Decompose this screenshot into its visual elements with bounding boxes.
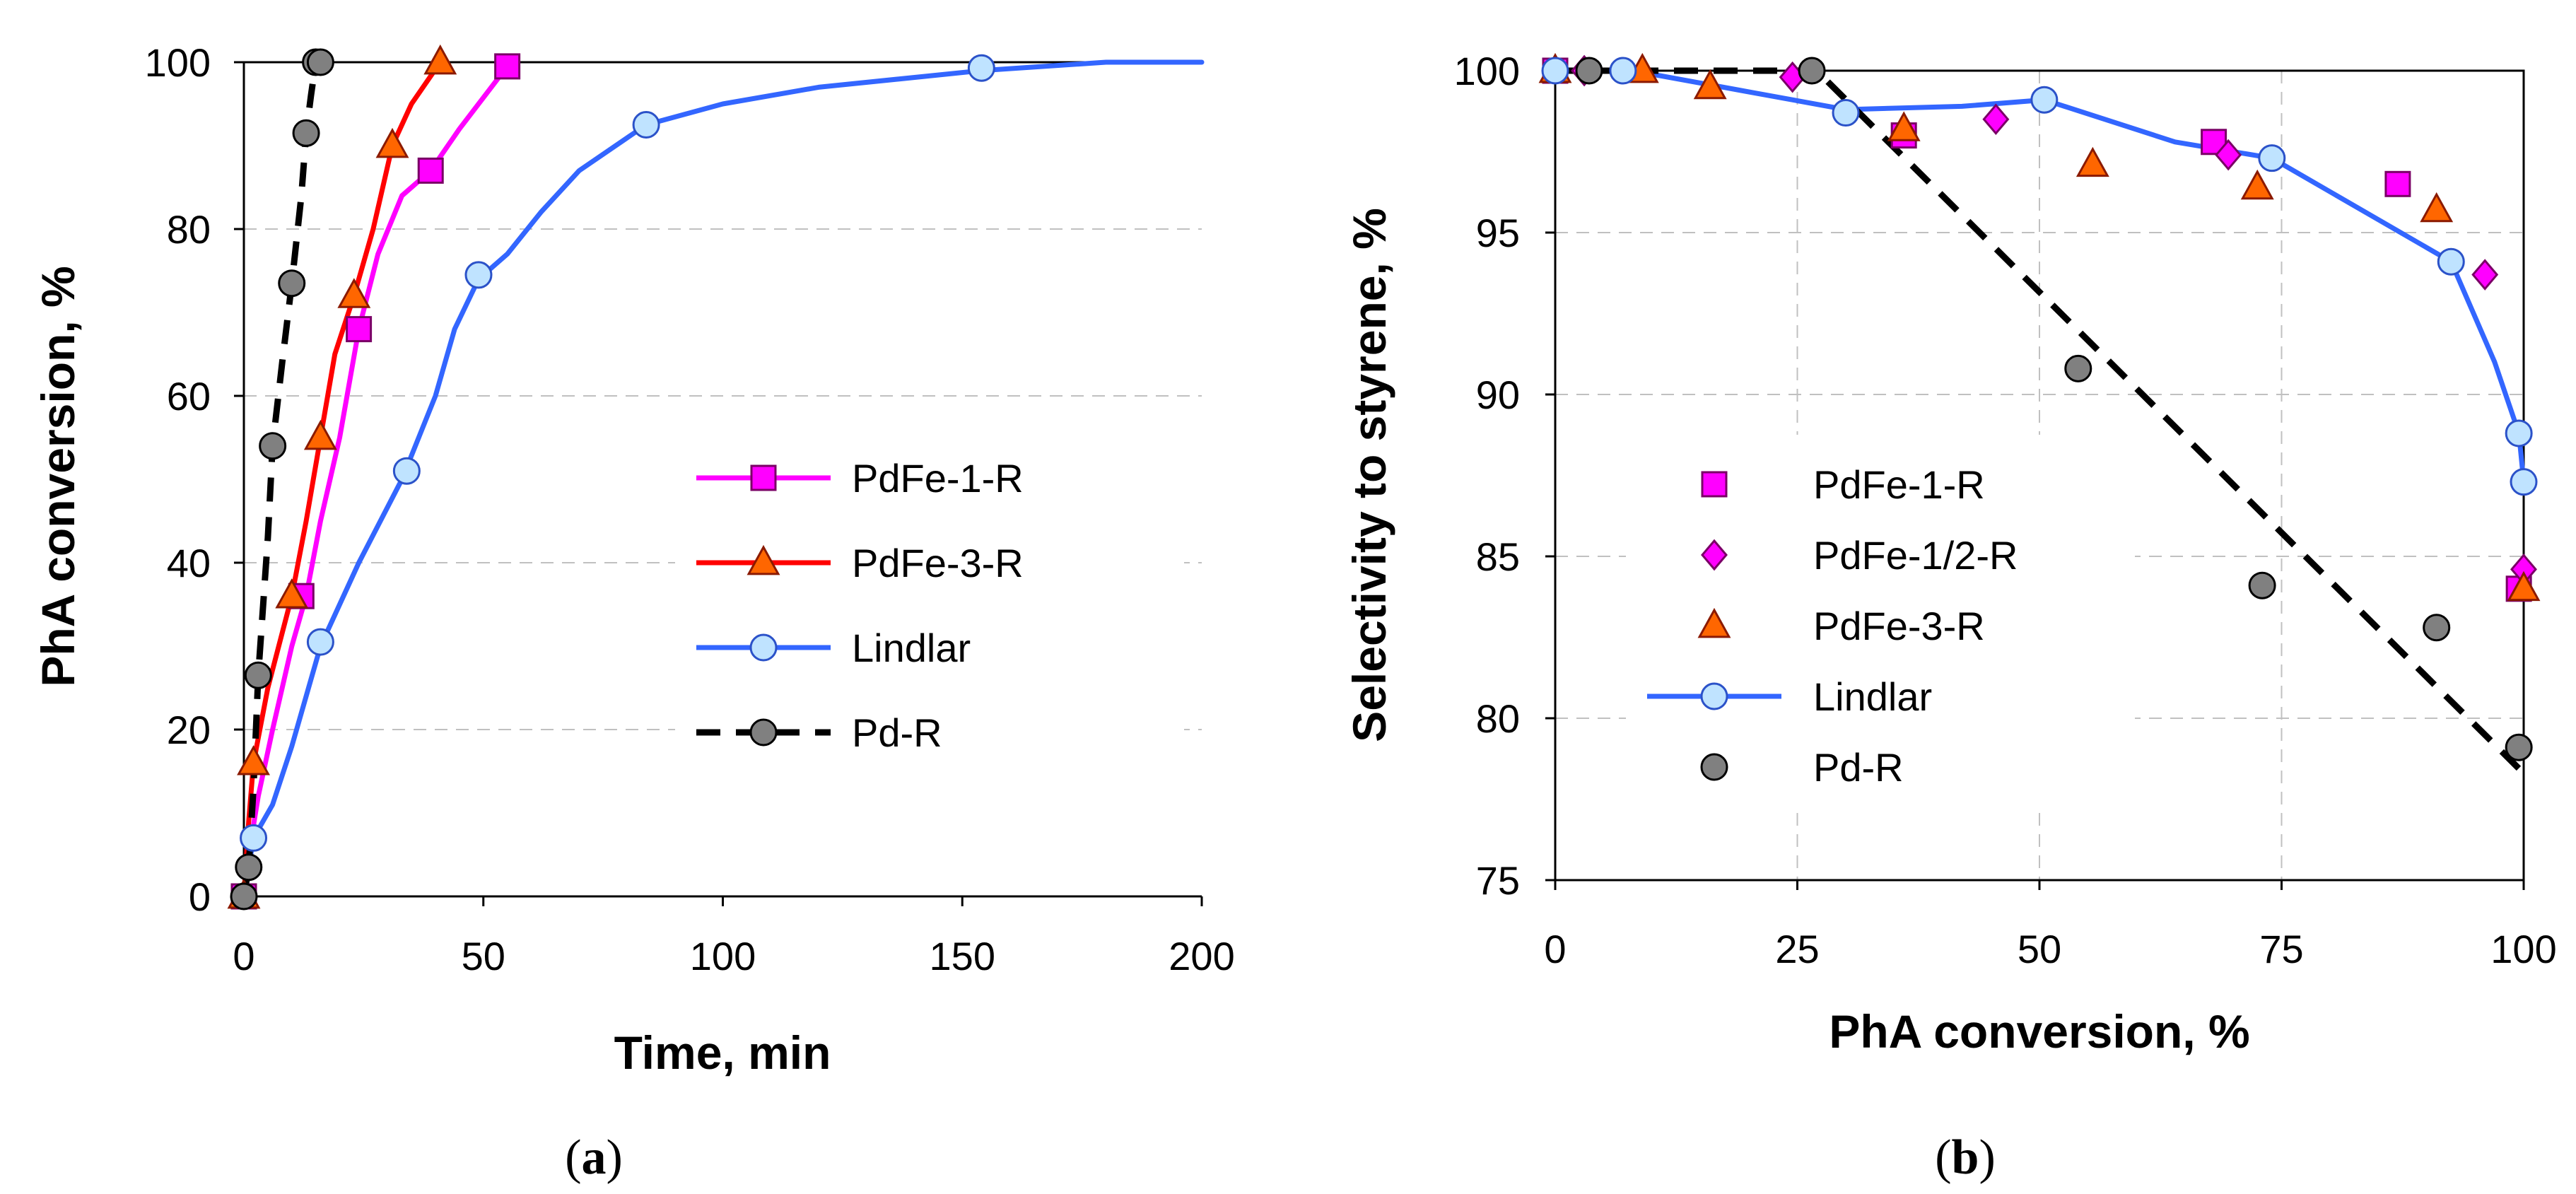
- panel-b-point-lindlar-7: [2510, 468, 2538, 496]
- panel-a-legend-label-pd-r: Pd-R: [852, 710, 942, 755]
- panel-a-point-pd-r-3: [259, 432, 287, 460]
- panel-a-legend-marker-pdfe-3-r: [747, 544, 780, 575]
- panel-b-y-tick-label-100: 100: [1454, 49, 1520, 93]
- panel-a-series-line-pd-r: [240, 59, 321, 897]
- panel-a-x-axis-title: Time, min: [614, 1026, 831, 1079]
- panel-b-series-line-lindlar: [1552, 68, 2527, 485]
- panel-b-point-lindlar-6: [2505, 419, 2533, 447]
- panel-b-legend-marker-lindlar: [1700, 682, 1728, 710]
- panel-a-point-pdfe-1-r-4: [494, 53, 521, 80]
- panel-a-x-tick-label-0: 0: [233, 934, 254, 978]
- panel-b-x-tick-label-0: 0: [1544, 927, 1566, 971]
- panel-b-point-lindlar-2: [1832, 99, 1860, 127]
- panel-b-legend-marker-pdfe-1-r: [1701, 471, 1728, 498]
- panel-a-point-pdfe-1-r-3: [417, 157, 444, 184]
- panel-b-y-tick-label-95: 95: [1476, 211, 1520, 255]
- panel-a-point-pd-r-7: [306, 48, 334, 76]
- panel-a-point-pdfe-3-r-6: [423, 44, 457, 75]
- panel-a-legend-label-pdfe-1-r: PdFe-1-R: [852, 456, 1024, 501]
- panel-b-y-tick-label-75: 75: [1476, 858, 1520, 903]
- panel-a-point-lindlar-3: [464, 261, 493, 289]
- panel-a-y-axis-title: PhA conversion, %: [32, 266, 84, 686]
- panel-b-point-lindlar-5: [2437, 247, 2465, 276]
- panel-b: (b) 75 80 85 90 95 100 0 25 50 75 100 PhA conversio…: [1343, 49, 2557, 1185]
- panel-a-x-tick-label-50: 50: [462, 934, 505, 978]
- panel-b-x-axis-title: PhA conversion, %: [1829, 1005, 2249, 1058]
- panel-a-point-lindlar-0: [240, 824, 268, 852]
- panel-a-point-pd-r-1: [235, 853, 263, 882]
- panel-b-point-lindlar-0: [1541, 57, 1569, 85]
- panel-a-legend-marker-pdfe-1-r: [750, 464, 777, 491]
- panel-a-point-pdfe-3-r-3: [303, 419, 337, 450]
- panel-a-point-lindlar-4: [632, 111, 660, 139]
- panel-b-point-pdfe-3-r-2: [1693, 69, 1727, 100]
- panel-b-legend-label-lindlar: Lindlar: [1813, 674, 1932, 719]
- panel-b-point-pd-r-4: [2423, 614, 2451, 642]
- panel-a-legend-label-lindlar: Lindlar: [852, 626, 971, 670]
- panel-a-y-tick-label-80: 80: [167, 207, 211, 252]
- panel-b-legend-marker-pdfe-1-2-r: [1701, 539, 1728, 571]
- panel-a-point-pdfe-1-r-2: [346, 316, 373, 343]
- panel-b-point-pdfe-1-r-3: [2384, 170, 2411, 197]
- panel-b-point-lindlar-1: [1609, 57, 1637, 85]
- panel-a-x-tick-label-150: 150: [930, 934, 995, 978]
- panel-a-point-lindlar-5: [967, 54, 995, 82]
- panel-b-legend-marker-pd-r: [1700, 753, 1728, 781]
- panel-a-point-pdfe-3-r-2: [275, 578, 309, 609]
- panel-b-x-tick-label-50: 50: [2018, 927, 2061, 971]
- panel-b-point-pdfe-1-2-r-2: [1982, 103, 2010, 136]
- panel-a-point-pd-r-4: [278, 269, 306, 298]
- panel-a-legend-label-pdfe-3-r: PdFe-3-R: [852, 541, 1024, 585]
- panel-b-point-lindlar-3: [2030, 86, 2059, 114]
- panel-b-y-tick-label-80: 80: [1476, 696, 1520, 741]
- panel-b-x-tick-label-25: 25: [1775, 927, 1819, 971]
- panel-b-point-pdfe-3-r-5: [2240, 169, 2274, 200]
- panel-b-point-pd-r-5: [2505, 733, 2533, 761]
- panel-a-point-lindlar-2: [392, 457, 421, 485]
- panel-b-point-pd-r-0: [1575, 57, 1603, 85]
- panel-a: (a) 0 20 40 60 80 100 0 50 100 150 200 Time, min PhA…: [32, 40, 1235, 1185]
- panel-b-legend-label-pdfe-3-r: PdFe-3-R: [1813, 604, 1985, 648]
- panel-a-point-pd-r-2: [244, 661, 272, 689]
- panel-a-point-lindlar-1: [306, 628, 334, 656]
- panel-b-point-pd-r-3: [2248, 571, 2276, 599]
- panel-a-legend-marker-lindlar: [749, 633, 778, 662]
- panel-b-point-pdfe-1-2-r-3: [2215, 139, 2242, 171]
- panel-a-legend-marker-pd-r: [749, 718, 778, 747]
- panel-b-x-tick-label-75: 75: [2259, 927, 2303, 971]
- panel-b-legend-label-pdfe-1-r: PdFe-1-R: [1813, 462, 1985, 507]
- panel-b-point-pdfe-3-r-7: [2507, 570, 2541, 602]
- panel-b-point-pd-r-2: [2064, 354, 2092, 382]
- panel-b-y-tick-label-90: 90: [1476, 373, 1520, 417]
- panel-b-point-pdfe-1-2-r-4: [2471, 259, 2499, 291]
- panel-a-y-tick-label-60: 60: [167, 374, 211, 419]
- panel-a-y-tick-label-40: 40: [167, 541, 211, 585]
- panel-a-label: (a): [565, 1130, 623, 1185]
- panel-a-y-tick-label-0: 0: [189, 874, 211, 919]
- panel-b-point-pdfe-3-r-6: [2420, 192, 2454, 223]
- panel-b-y-axis-title: Selectivity to styrene, %: [1343, 208, 1395, 742]
- panel-b-point-lindlar-4: [2258, 144, 2286, 172]
- panel-b-point-pdfe-3-r-3: [1887, 111, 1921, 141]
- panel-b-label: (b): [1935, 1130, 1996, 1185]
- panel-a-y-tick-label-20: 20: [167, 708, 211, 752]
- panel-a-point-pd-r-5: [292, 119, 320, 147]
- panel-b-x-tick-label-100: 100: [2490, 927, 2556, 971]
- panel-b-point-pd-r-1: [1798, 57, 1826, 85]
- panel-a-x-tick-label-100: 100: [690, 934, 756, 978]
- panel-b-point-pdfe-3-r-4: [2076, 146, 2109, 177]
- panel-a-y-tick-label-100: 100: [145, 40, 211, 85]
- panel-b-legend-label-pd-r: Pd-R: [1813, 745, 1904, 790]
- panel-a-point-pdfe-3-r-4: [337, 278, 371, 308]
- panel-b-legend-marker-pdfe-3-r: [1697, 607, 1731, 638]
- panel-b-y-tick-label-85: 85: [1476, 534, 1520, 579]
- panel-b-legend-label-pdfe-1-2-r: PdFe-1/2-R: [1813, 533, 2018, 578]
- panel-a-point-pdfe-3-r-1: [237, 745, 270, 775]
- panel-a-point-pd-r-0: [230, 882, 258, 911]
- panel-a-point-pdfe-3-r-5: [375, 127, 409, 158]
- panel-a-x-tick-label-200: 200: [1169, 934, 1234, 978]
